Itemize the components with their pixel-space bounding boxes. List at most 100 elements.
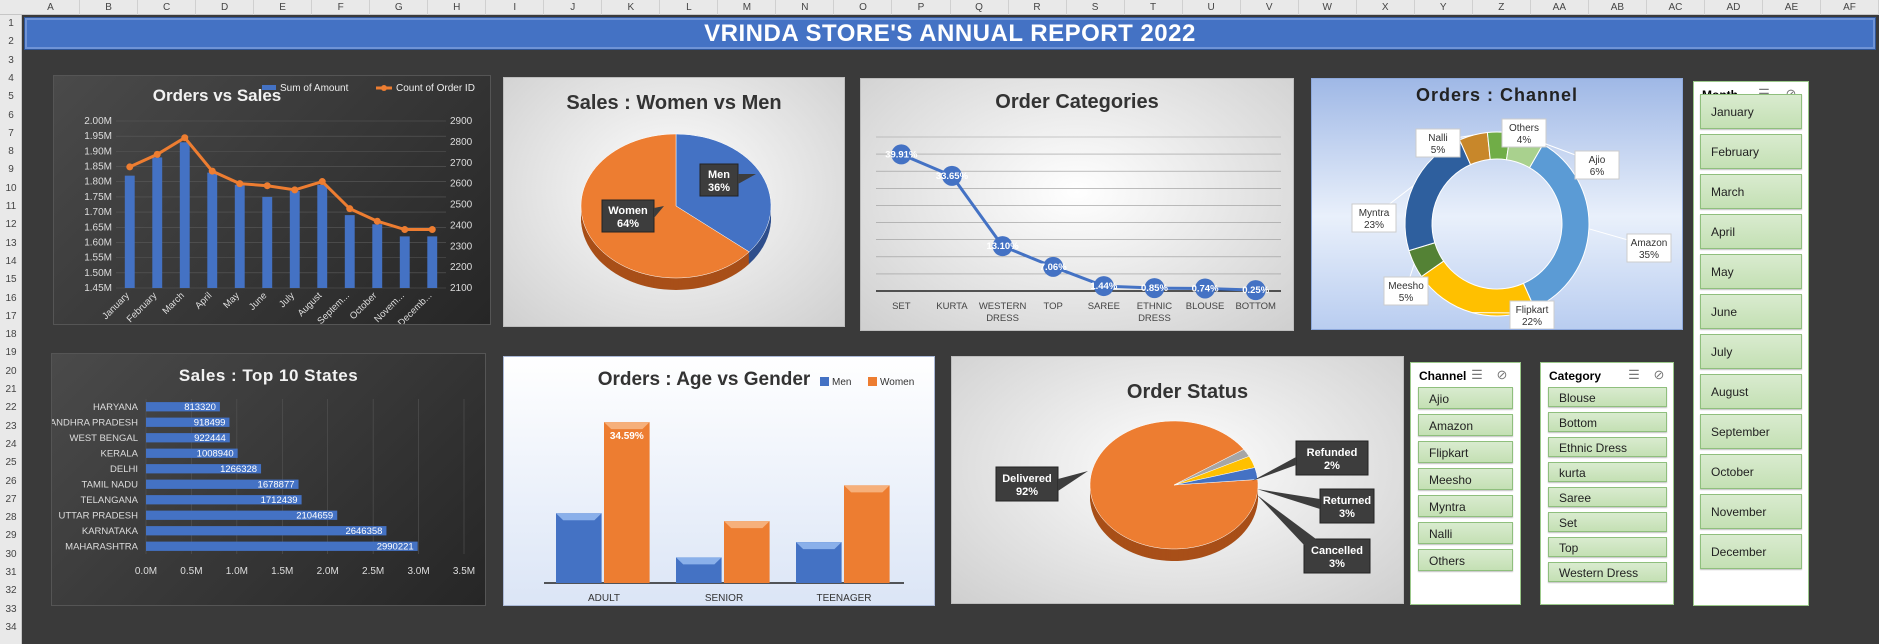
slicer-item-saree[interactable]: Saree [1548, 487, 1667, 507]
multi-select-icon[interactable]: ☰ [1756, 87, 1772, 101]
column-header[interactable]: AE [1763, 0, 1821, 15]
column-header[interactable]: X [1357, 0, 1415, 15]
row-header[interactable]: 25 [5, 457, 17, 469]
slicer-item-set[interactable]: Set [1548, 512, 1667, 532]
column-header[interactable]: T [1125, 0, 1183, 15]
chart-orders-vs-sales[interactable]: Orders vs Sales 1.45M 1.50M 1.55M 1.60M 1.65… [53, 75, 491, 325]
clear-filter-icon[interactable]: ⊘ [1496, 367, 1508, 382]
row-header[interactable]: 29 [5, 530, 17, 542]
row-header[interactable]: 7 [8, 127, 14, 139]
slicer-item-april[interactable]: April [1700, 214, 1802, 249]
slicer-item-meesho[interactable]: Meesho [1418, 468, 1513, 490]
row-header[interactable]: 18 [5, 329, 17, 341]
column-header[interactable]: S [1067, 0, 1125, 15]
column-header[interactable]: AC [1647, 0, 1705, 15]
column-header[interactable]: F [312, 0, 371, 15]
slicer-item-september[interactable]: September [1700, 414, 1802, 449]
slicer-item-myntra[interactable]: Myntra [1418, 495, 1513, 517]
slicer-item-western-dress[interactable]: Western Dress [1548, 562, 1667, 582]
row-header[interactable]: 15 [5, 274, 17, 286]
row-header[interactable]: 17 [5, 310, 17, 322]
row-header[interactable]: 6 [8, 109, 14, 121]
row-header[interactable]: 30 [5, 548, 17, 560]
slicer-item-ajio[interactable]: Ajio [1418, 387, 1513, 409]
column-header[interactable]: G [370, 0, 429, 15]
slicer-item-november[interactable]: November [1700, 494, 1802, 529]
slicer-item-january[interactable]: January [1700, 94, 1802, 129]
row-header[interactable]: 3 [8, 54, 14, 66]
slicer-item-amazon[interactable]: Amazon [1418, 414, 1513, 436]
chart-order-status[interactable]: Order Status Delivered 92% Refunded 2% Retur… [951, 356, 1404, 604]
row-header[interactable]: 26 [5, 475, 17, 487]
row-header[interactable]: 31 [5, 567, 17, 578]
row-header[interactable]: 21 [5, 384, 17, 395]
row-header[interactable]: 4 [8, 72, 14, 84]
column-header[interactable]: C [138, 0, 197, 15]
column-header[interactable]: P [892, 0, 951, 15]
row-header[interactable]: 9 [8, 164, 14, 176]
slicer-item-february[interactable]: February [1700, 134, 1802, 169]
slicer-item-bottom[interactable]: Bottom [1548, 412, 1667, 432]
column-header[interactable]: AF [1821, 0, 1879, 15]
slicer-item-top[interactable]: Top [1548, 537, 1667, 557]
column-header[interactable]: O [834, 0, 893, 15]
row-header[interactable]: 19 [5, 347, 17, 359]
slicer-item-october[interactable]: October [1700, 454, 1802, 489]
chart-orders-channel[interactable]: Orders : Channel Amazon 35% Flipkart 22% Mee… [1311, 78, 1683, 330]
row-header[interactable]: 28 [5, 512, 17, 524]
chart-top-10-states[interactable]: Sales : Top 10 States 0.0M 0.5M 1.0M 1.5M 2.… [51, 353, 486, 606]
slicer-item-nalli[interactable]: Nalli [1418, 522, 1513, 544]
slicer-item-ethnic-dress[interactable]: Ethnic Dress [1548, 437, 1667, 457]
row-header[interactable]: 13 [5, 237, 17, 249]
column-header[interactable]: N [776, 0, 835, 15]
slicer-item-june[interactable]: June [1700, 294, 1802, 329]
slicer-item-others[interactable]: Others [1418, 549, 1513, 571]
column-header[interactable]: B [80, 0, 139, 15]
clear-filter-icon[interactable]: ⊘ [1783, 87, 1799, 101]
clear-filter-icon[interactable]: ⊘ [1653, 367, 1665, 382]
column-header[interactable]: V [1241, 0, 1299, 15]
slicer-item-blouse[interactable]: Blouse [1548, 387, 1667, 407]
row-header[interactable]: 23 [5, 420, 17, 432]
column-header[interactable]: J [544, 0, 603, 15]
slicer-channel[interactable]: Channel ☰ ⊘ Ajio Amazon Flipkart Meesho Mynt… [1410, 362, 1521, 605]
slicer-category[interactable]: Category ☰ ⊘ Blouse Bottom Ethnic Dress kur… [1540, 362, 1674, 605]
row-header[interactable]: 33 [5, 603, 17, 615]
row-header[interactable]: 10 [5, 182, 17, 194]
slicer-item-july[interactable]: July [1700, 334, 1802, 369]
slicer-item-december[interactable]: December [1700, 534, 1802, 569]
column-header[interactable]: D [196, 0, 255, 15]
row-header[interactable]: 22 [5, 402, 17, 414]
column-header[interactable]: W [1299, 0, 1357, 15]
slicer-item-kurta[interactable]: kurta [1548, 462, 1667, 482]
column-header[interactable]: Z [1473, 0, 1531, 15]
row-header[interactable]: 12 [5, 219, 17, 231]
slicer-item-august[interactable]: August [1700, 374, 1802, 409]
column-header[interactable]: Q [951, 0, 1009, 15]
row-header[interactable]: 2 [8, 36, 14, 48]
column-header[interactable]: L [660, 0, 719, 15]
row-header[interactable]: 16 [5, 292, 17, 304]
column-header[interactable]: AB [1589, 0, 1647, 15]
column-header[interactable]: R [1009, 0, 1067, 15]
row-header[interactable]: 14 [5, 255, 17, 267]
row-header[interactable]: 32 [5, 585, 17, 597]
row-header[interactable]: 8 [8, 146, 14, 158]
column-header[interactable]: A [22, 0, 81, 15]
row-header[interactable]: 34 [5, 621, 17, 633]
column-header[interactable]: M [718, 0, 777, 15]
slicer-month[interactable]: Month ☰ ⊘ JanuaryFebruaryMarchAprilMayJu… [1693, 81, 1809, 606]
multi-select-icon[interactable]: ☰ [1628, 367, 1640, 382]
row-header[interactable]: 24 [5, 438, 17, 450]
multi-select-icon[interactable]: ☰ [1471, 367, 1483, 382]
column-header[interactable]: K [602, 0, 661, 15]
column-header[interactable]: AD [1705, 0, 1763, 15]
chart-age-vs-gender[interactable]: Orders : Age vs Gender 34.59% ADULT SENIOR… [503, 356, 935, 606]
row-header[interactable]: 20 [5, 365, 17, 377]
row-header[interactable]: 11 [5, 201, 17, 212]
slicer-item-march[interactable]: March [1700, 174, 1802, 209]
column-header[interactable]: Y [1415, 0, 1473, 15]
row-header[interactable]: 27 [5, 493, 17, 505]
column-header[interactable]: I [486, 0, 545, 15]
column-header[interactable]: AA [1531, 0, 1589, 15]
